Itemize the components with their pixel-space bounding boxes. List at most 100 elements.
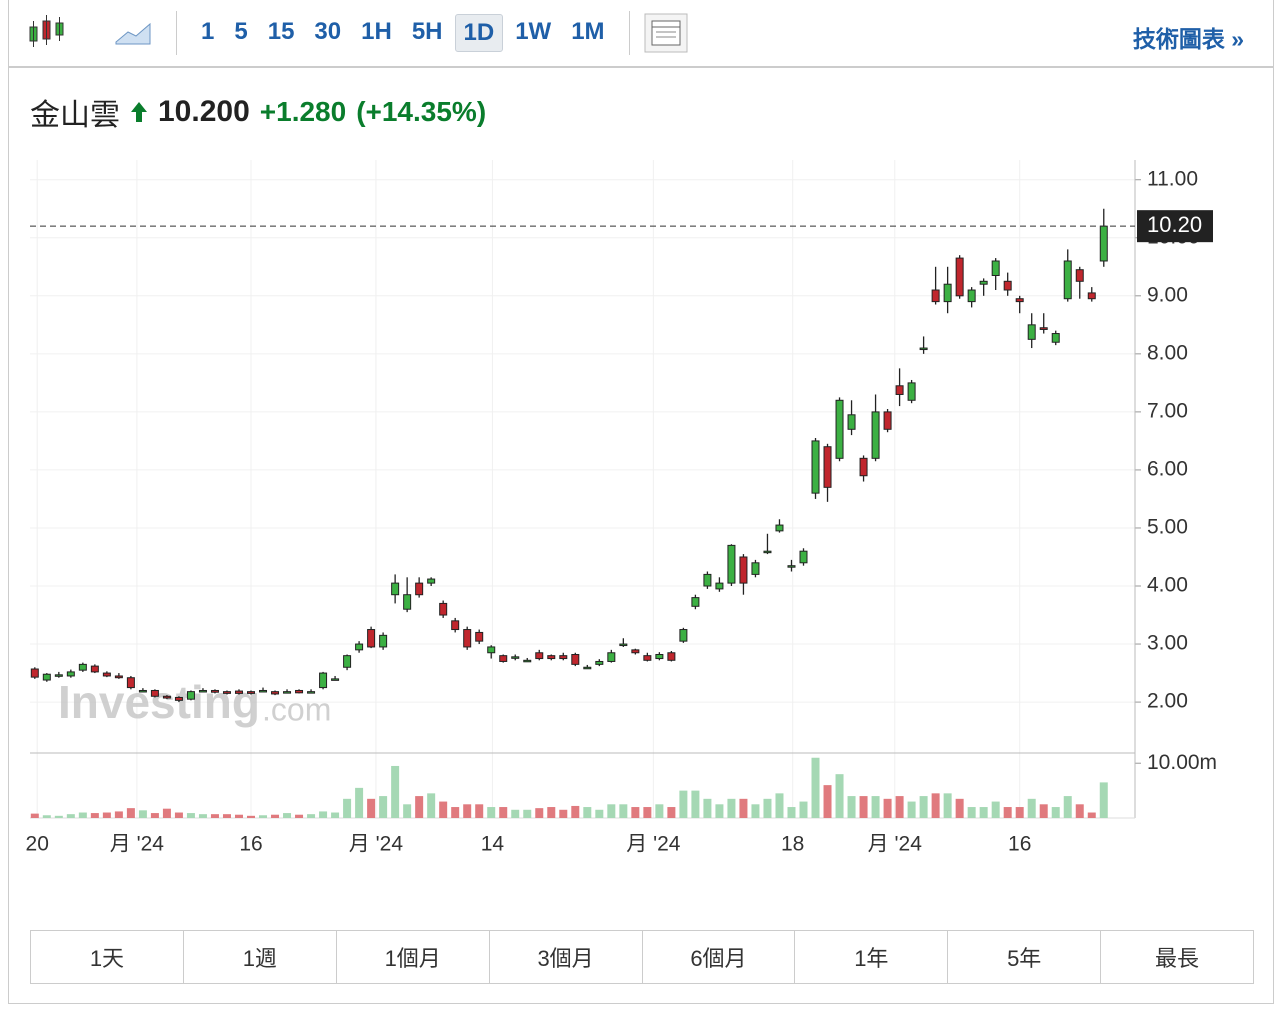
x-tick-label: 月 '24 bbox=[626, 833, 681, 856]
volume-bar bbox=[427, 793, 436, 818]
range-button[interactable]: 1天 bbox=[89, 946, 125, 971]
range-button[interactable]: 5年 bbox=[947, 931, 1100, 983]
range-button[interactable]: 最長 bbox=[1100, 931, 1253, 983]
volume-bar bbox=[475, 804, 484, 818]
volume-bar bbox=[859, 796, 868, 818]
interval-button[interactable]: 30 bbox=[314, 18, 342, 45]
candle-body bbox=[186, 691, 195, 700]
volume-bar bbox=[559, 809, 568, 818]
interval-button[interactable]: 15 bbox=[267, 18, 295, 45]
y2-tick-label: 10.00m bbox=[1147, 751, 1217, 774]
volume-bar bbox=[1099, 782, 1108, 818]
candle-body bbox=[931, 289, 940, 303]
range-button[interactable]: 1年 bbox=[794, 931, 947, 983]
candle-body bbox=[415, 582, 424, 596]
volume-bar bbox=[535, 808, 544, 818]
interval-button[interactable]: 5H bbox=[411, 18, 443, 45]
volume-bar bbox=[919, 796, 928, 818]
candle-body bbox=[643, 655, 652, 661]
candle-body bbox=[379, 634, 388, 648]
interval-button[interactable]: 1W bbox=[515, 18, 552, 45]
range-button[interactable]: 3個月 bbox=[488, 931, 642, 983]
candle-body bbox=[811, 440, 820, 494]
volume-bar bbox=[967, 807, 976, 818]
volume-bar bbox=[391, 765, 400, 818]
volume-bar bbox=[138, 810, 147, 818]
candle-body bbox=[1039, 327, 1048, 330]
candle-body bbox=[1003, 280, 1012, 291]
candle-body bbox=[427, 578, 436, 584]
volume-bar bbox=[463, 804, 472, 818]
volume-bar bbox=[415, 796, 424, 818]
area-icon[interactable] bbox=[114, 18, 154, 48]
volume-bar bbox=[66, 814, 75, 818]
range-button[interactable]: 6個月 bbox=[641, 931, 795, 983]
interval-button[interactable]: 5 bbox=[234, 18, 248, 45]
volume-bar bbox=[799, 801, 808, 818]
candle-icon[interactable] bbox=[26, 13, 76, 53]
volume-bar bbox=[895, 796, 904, 818]
y-tick-label: 5.00 bbox=[1147, 516, 1188, 539]
interval-button[interactable]: 1H bbox=[361, 18, 392, 45]
volume-bar bbox=[931, 793, 940, 818]
candle-body bbox=[763, 550, 772, 554]
candle-body bbox=[90, 665, 99, 673]
candle-body bbox=[114, 675, 123, 679]
link-text[interactable]: 技術圖表 bbox=[1132, 26, 1225, 52]
range-button[interactable]: 1個月 bbox=[335, 931, 489, 983]
candle-body bbox=[463, 629, 472, 648]
link-arrow[interactable]: » bbox=[1231, 26, 1244, 52]
candle-body bbox=[487, 646, 496, 654]
candle-body bbox=[367, 629, 376, 648]
volume-bar bbox=[210, 814, 219, 818]
widget-frame bbox=[8, 0, 1274, 1004]
candle-body bbox=[30, 668, 39, 678]
interval-button[interactable]: 1 bbox=[201, 18, 215, 45]
candle-body bbox=[331, 678, 340, 681]
interval-button[interactable]: 1D bbox=[454, 14, 504, 52]
volume-bar bbox=[739, 798, 748, 818]
candle-body bbox=[883, 411, 892, 430]
volume-bar bbox=[1039, 804, 1048, 818]
interval-button[interactable]: 1M bbox=[571, 18, 605, 45]
candle-body bbox=[198, 689, 207, 693]
candle-body bbox=[727, 544, 736, 584]
volume-bar bbox=[871, 796, 880, 818]
quote-header: 金山雲 10.200 +1.280 (+14.35%) bbox=[30, 90, 486, 134]
candle-body bbox=[595, 660, 604, 665]
y-tick-label: 6.00 bbox=[1147, 457, 1188, 480]
volume-bar bbox=[787, 807, 796, 818]
candle-body bbox=[871, 411, 880, 459]
volume-bar bbox=[619, 804, 628, 818]
volume-bar bbox=[403, 804, 412, 818]
candle-body bbox=[403, 594, 412, 610]
candle-body bbox=[559, 655, 568, 660]
volume-bar bbox=[54, 815, 63, 818]
volume-bar bbox=[283, 813, 292, 818]
last-price-label: 10.20 bbox=[1147, 212, 1202, 237]
volume-bar bbox=[90, 813, 99, 818]
volume-bar bbox=[1087, 812, 1096, 818]
range-button[interactable]: 1週 bbox=[182, 931, 336, 983]
volume-bar bbox=[547, 807, 556, 818]
volume-bar bbox=[451, 807, 460, 818]
layout-icon[interactable] bbox=[644, 13, 688, 53]
volume-bar bbox=[703, 798, 712, 818]
interval-group: 1 5 15 30 1H 5H 1D 1W 1M bbox=[191, 14, 615, 52]
candle-body bbox=[511, 656, 520, 659]
candle-body bbox=[943, 283, 952, 303]
candle-body bbox=[271, 691, 280, 695]
candle-body bbox=[247, 691, 255, 694]
x-tick-label: 18 bbox=[781, 833, 804, 856]
candle-body bbox=[787, 565, 796, 568]
volume-bar bbox=[643, 807, 652, 818]
candle-body bbox=[1099, 225, 1108, 262]
x-tick-label: 14 bbox=[481, 833, 505, 856]
candle-body bbox=[691, 597, 700, 607]
advanced-chart-link[interactable]: 技術圖表 » bbox=[1133, 20, 1244, 54]
candle-body bbox=[739, 556, 748, 584]
volume-bar bbox=[126, 808, 135, 818]
volume-bar bbox=[1003, 807, 1012, 818]
volume-bar bbox=[751, 804, 760, 818]
